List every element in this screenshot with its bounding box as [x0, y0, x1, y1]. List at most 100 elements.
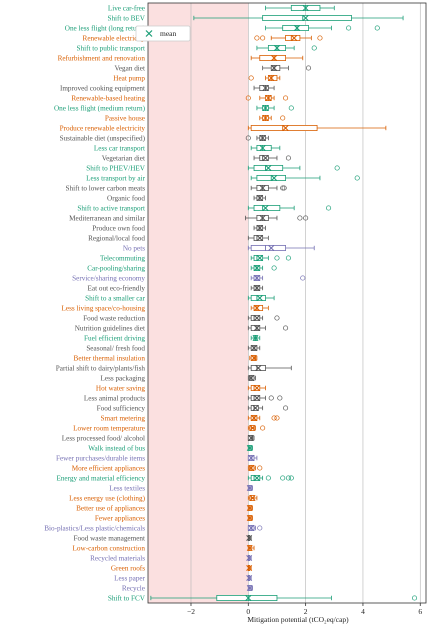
category-label: Less textiles — [109, 485, 145, 493]
mean-marker-stroke — [262, 115, 269, 121]
mean-marker-stroke — [251, 345, 258, 351]
box-row — [250, 334, 261, 341]
mean-marker — [262, 155, 269, 161]
box-row — [262, 65, 312, 72]
outlier-point — [265, 475, 271, 481]
category-label: Shift to BEV — [107, 15, 145, 23]
mean-marker — [262, 85, 269, 91]
box — [250, 474, 261, 481]
box-row — [193, 14, 404, 21]
category-label: Heat pump — [113, 75, 145, 83]
mean-marker-stroke — [302, 5, 309, 11]
mean-marker — [253, 315, 260, 321]
mean-marker — [256, 235, 263, 241]
category-label: Better thermal insulation — [74, 355, 146, 363]
outlier-point — [268, 395, 274, 401]
box — [262, 14, 352, 21]
mean-marker — [248, 525, 255, 531]
box-row — [246, 585, 254, 592]
category-label: Low-carbon construction — [73, 545, 146, 553]
outlier-point — [288, 105, 294, 111]
box-row — [250, 304, 269, 311]
category-label: Recycle — [122, 585, 145, 593]
mean-marker-stroke — [253, 305, 260, 311]
box-row — [247, 404, 289, 411]
category-label: Passive house — [105, 115, 145, 123]
outlier-point — [374, 25, 380, 31]
box-row — [249, 354, 258, 361]
category-label: Fewer purchases/durable items — [56, 455, 145, 463]
mean-marker — [248, 435, 255, 441]
mean-marker — [302, 15, 309, 21]
mean-marker — [253, 265, 260, 271]
mean-marker-stroke — [248, 525, 255, 531]
outlier-point — [271, 265, 277, 271]
x-axis-label: Mitigation potential (tCO₂eq/cap) — [247, 615, 349, 624]
mean-marker — [302, 5, 309, 11]
box-row — [247, 434, 255, 441]
mean-marker-stroke — [265, 95, 272, 101]
box — [250, 314, 261, 321]
mean-marker — [256, 225, 263, 231]
outlier-point — [283, 405, 289, 411]
mean-marker-stroke — [246, 545, 253, 551]
mean-marker — [249, 425, 256, 431]
box-row — [250, 284, 264, 291]
x-tick-label: −2 — [187, 607, 195, 616]
mean-marker-stroke — [271, 175, 278, 181]
rows-layer — [150, 5, 418, 602]
mean-marker — [248, 375, 255, 381]
x-tick-label: 4 — [361, 607, 365, 616]
box — [259, 85, 269, 92]
mean-marker — [246, 445, 253, 451]
outlier-point — [300, 275, 306, 281]
box-row — [253, 85, 275, 92]
box — [250, 384, 261, 391]
category-label: Fewer appliances — [95, 515, 145, 523]
box-row — [250, 274, 306, 281]
mean-marker — [265, 95, 272, 101]
category-label: Produce own food — [92, 225, 145, 233]
category-label: Shift to a smaller car — [85, 295, 145, 303]
box-row — [250, 55, 304, 62]
box — [250, 244, 286, 251]
category-label: Shift to public transport — [77, 45, 145, 53]
plot-frame — [147, 2, 427, 604]
mean-marker — [246, 555, 253, 561]
box — [270, 65, 281, 72]
box-row — [247, 525, 263, 532]
outlier-point — [283, 325, 289, 331]
mean-marker — [259, 135, 266, 141]
box-row — [246, 575, 253, 582]
outlier-point — [285, 255, 291, 261]
category-label: Less paper — [114, 575, 146, 583]
legend-marker-stroke — [145, 30, 153, 37]
category-label: Mediterranean and similar — [69, 215, 145, 223]
box — [267, 75, 278, 82]
mean-marker-stroke — [271, 65, 278, 71]
box-row — [247, 454, 258, 461]
legend-box — [135, 25, 191, 42]
category-label: Smart metering — [100, 415, 145, 423]
outlier-point — [297, 215, 303, 221]
mean-marker — [271, 55, 278, 61]
category-label: Less processed food/ alcohol — [62, 435, 145, 443]
category-label: Nutrition guidelines diet — [75, 325, 145, 333]
mean-marker — [246, 585, 253, 591]
category-label: Better use of appliances — [76, 505, 145, 513]
mean-marker — [255, 365, 262, 371]
mean-marker-stroke — [294, 25, 301, 31]
mean-marker-stroke — [249, 425, 256, 431]
mean-marker — [256, 195, 263, 201]
category-label: Lower room temperature — [73, 425, 145, 433]
mean-marker — [246, 505, 253, 511]
category-label: Produce renewable electricity — [60, 125, 146, 133]
outlier-point — [303, 215, 309, 221]
category-label: Energy and material efficiency — [56, 475, 145, 483]
box-row — [250, 144, 281, 151]
mean-marker — [246, 545, 253, 551]
mean-marker — [246, 575, 253, 581]
mean-marker — [253, 305, 260, 311]
mean-marker-stroke — [282, 125, 289, 131]
mean-marker — [262, 115, 269, 121]
